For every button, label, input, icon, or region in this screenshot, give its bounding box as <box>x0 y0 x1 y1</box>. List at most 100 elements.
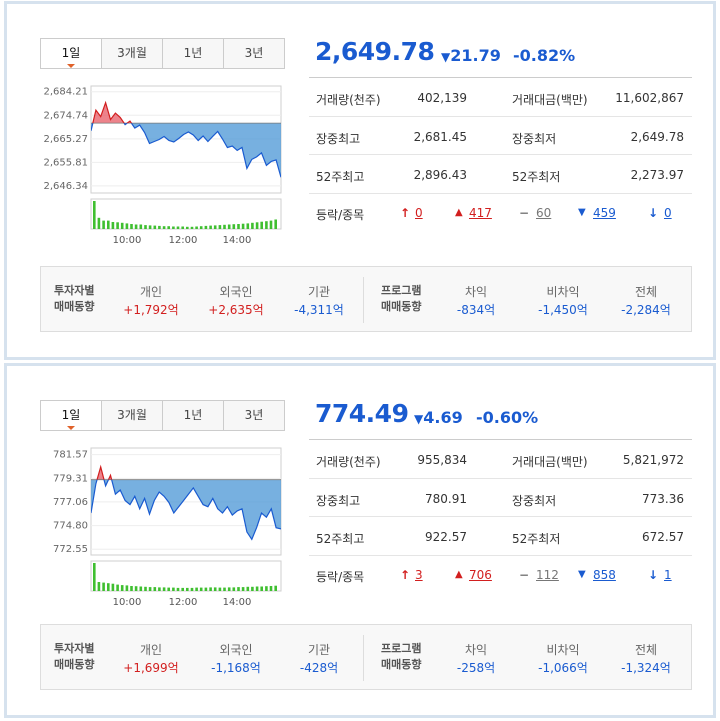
stat-value: 922.57 <box>425 530 467 544</box>
heading-line: 투자자별 <box>54 642 95 655</box>
heading-line: 프로그램 <box>381 284 422 297</box>
volume-bar <box>241 223 245 229</box>
advancing-count-link[interactable]: 417 <box>469 205 492 220</box>
tab-1day[interactable]: 1일 <box>41 401 101 430</box>
flow-foreign: 외국인 -1,168억 <box>191 641 281 677</box>
lower-limit-count-link[interactable]: 1 <box>664 567 672 582</box>
tab-label: 1일 <box>61 408 81 422</box>
volume-bar <box>232 224 236 229</box>
volume-bar <box>209 587 212 591</box>
volume-bar <box>213 225 217 229</box>
up-triangle-icon: ▲ <box>455 206 463 218</box>
volume-bar <box>139 586 143 591</box>
volume-bar <box>181 226 184 229</box>
flat-dash-icon: − <box>519 205 530 220</box>
volume-bar <box>144 586 147 591</box>
volume-bar <box>195 226 198 229</box>
tab-3month[interactable]: 3개월 <box>101 401 162 430</box>
index-panel-kospi: 1일 3개월 1년 3년 2,684.21 2,674.74 2,665.27 2,6… <box>4 1 716 360</box>
volume-bar <box>97 582 101 591</box>
upper-limit-arrow-icon: ↑ <box>400 205 411 220</box>
breadth-row: 등락/종목 ↑ 3 ▲ 706 − 112 ▼ 858 ↓ 1 <box>309 556 692 594</box>
change-value: ▼21.79 <box>441 46 501 65</box>
tab-label: 3년 <box>244 46 264 60</box>
stat-value: 780.91 <box>425 491 467 506</box>
stats-row: 52주최고 922.57 52주최저 672.57 <box>309 517 692 556</box>
stat-label: 52주최저 <box>512 532 561 546</box>
upper-limit-arrow-icon: ↑ <box>400 567 411 582</box>
active-tab-marker <box>67 426 75 430</box>
volume-bar <box>107 583 110 591</box>
volume-bar <box>232 587 236 591</box>
price-line-above <box>92 100 133 124</box>
change-percent: -0.82% <box>513 46 576 65</box>
period-tabs: 1일 3개월 1년 3년 <box>40 400 285 431</box>
volume-bar <box>148 587 152 591</box>
flow-label: 기관 <box>307 643 331 657</box>
tab-3month[interactable]: 3개월 <box>101 39 162 68</box>
volume-bar <box>181 587 184 591</box>
x-tick-label: 10:00 <box>113 597 142 608</box>
volume-bar <box>195 587 198 591</box>
y-tick-label: 777.06 <box>53 497 88 508</box>
unchanged-count-link[interactable]: 112 <box>536 567 559 582</box>
stats-table: 거래량(천주) 955,834 거래대금(백만) 5,821,972 장중최고 … <box>309 439 692 594</box>
lower-limit-arrow-icon: ↓ <box>648 567 659 582</box>
tab-1day[interactable]: 1일 <box>41 39 101 68</box>
tab-1year[interactable]: 1년 <box>162 39 223 68</box>
volume-bar <box>176 226 180 229</box>
flow-total: 전체 -1,324억 <box>601 641 691 677</box>
heading-line: 매매동향 <box>54 300 95 313</box>
volume-bar <box>269 220 273 229</box>
declining-count-link[interactable]: 459 <box>593 205 616 220</box>
volume-bar <box>255 586 259 591</box>
flow-total: 전체 -2,284억 <box>601 283 691 319</box>
volume-bar <box>213 587 217 591</box>
tab-3year[interactable]: 3년 <box>223 401 284 430</box>
tab-label: 3개월 <box>117 408 147 422</box>
x-tick-label: 12:00 <box>169 597 198 608</box>
volume-bar <box>255 222 259 229</box>
x-tick-label: 10:00 <box>113 235 142 246</box>
volume-bar <box>153 225 157 229</box>
volume-bar <box>172 226 175 229</box>
lower-limit-count-link[interactable]: 0 <box>664 205 672 220</box>
volume-bar <box>246 223 250 229</box>
heading-line: 매매동향 <box>381 300 422 313</box>
volume-bar <box>107 220 110 229</box>
volume-bar <box>260 221 263 229</box>
advancing-count-link[interactable]: 706 <box>469 567 492 582</box>
volume-bar <box>190 226 194 229</box>
area-below-base <box>91 479 281 540</box>
upper-limit-count-link[interactable]: 0 <box>415 205 423 220</box>
y-tick-label: 2,646.34 <box>43 181 88 192</box>
heading-line: 투자자별 <box>54 284 95 297</box>
flow-value: +2,635억 <box>208 303 264 317</box>
y-tick-label: 772.55 <box>53 544 88 555</box>
volume-bar <box>120 222 124 229</box>
volume-bar <box>148 225 152 229</box>
volume-bar <box>153 587 157 591</box>
flow-label: 개인 <box>139 643 163 657</box>
declining-count-link[interactable]: 858 <box>593 567 616 582</box>
price-line-below <box>91 123 281 178</box>
price-line-below <box>91 479 281 541</box>
unchanged-count-link[interactable]: 60 <box>536 205 552 220</box>
stat-value: 2,681.45 <box>413 129 467 144</box>
stats-row: 거래량(천주) 402,139 거래대금(백만) 11,602,867 <box>309 78 692 117</box>
tab-label: 1년 <box>183 46 203 60</box>
stat-label: 거래량(천주) <box>316 93 381 107</box>
tab-1year[interactable]: 1년 <box>162 401 223 430</box>
flow-non-arbitrage: 비차익 -1,066억 <box>518 641 608 677</box>
up-triangle-icon: ▲ <box>455 568 463 580</box>
flow-label: 차익 <box>464 285 488 299</box>
heading-line: 프로그램 <box>381 642 422 655</box>
stat-label: 거래대금(백만) <box>512 93 588 107</box>
tab-3year[interactable]: 3년 <box>223 39 284 68</box>
change-percent: -0.60% <box>476 408 539 427</box>
down-triangle-icon: ▼ <box>578 568 586 580</box>
volume-bar <box>97 217 101 229</box>
upper-limit-count-link[interactable]: 3 <box>415 567 423 582</box>
stat-label: 거래량(천주) <box>316 455 381 469</box>
stats-row: 52주최고 2,896.43 52주최저 2,273.97 <box>309 155 692 194</box>
